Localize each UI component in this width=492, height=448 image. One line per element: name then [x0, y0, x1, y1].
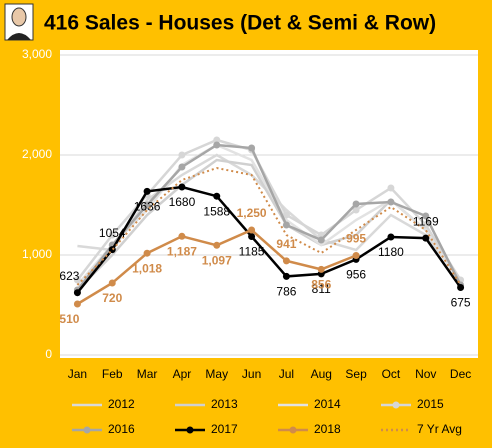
marker: [352, 252, 360, 259]
plot-area: [60, 50, 478, 358]
y-tick-label: 0: [45, 347, 52, 361]
y-tick-label: 1,000: [22, 247, 52, 261]
legend-label: 2015: [417, 397, 444, 411]
marker: [282, 221, 290, 229]
marker: [178, 183, 186, 191]
marker: [73, 289, 81, 297]
marker: [213, 136, 221, 144]
x-tick-label: Aug: [311, 367, 332, 381]
data-label: 1,018: [132, 261, 162, 275]
marker: [282, 211, 290, 219]
legend-marker: [289, 426, 297, 434]
marker: [178, 151, 186, 159]
data-label: 1180: [378, 245, 404, 259]
x-tick-label: Mar: [137, 367, 158, 381]
legend-marker: [186, 426, 194, 434]
marker: [248, 233, 256, 240]
series-line: [77, 153, 462, 281]
x-tick-label: Oct: [382, 367, 401, 381]
legend-label: 7 Yr Avg: [417, 422, 462, 436]
marker: [108, 279, 116, 287]
data-label: 1,250: [237, 206, 267, 220]
marker: [248, 226, 256, 234]
legend-label: 2018: [314, 422, 341, 436]
data-label: 1636: [134, 200, 161, 214]
x-tick-label: Dec: [450, 367, 471, 381]
portrait-icon: [4, 3, 34, 41]
marker: [73, 300, 81, 308]
data-label: 1185: [239, 245, 265, 259]
marker: [422, 221, 430, 229]
legend-label: 2016: [108, 422, 135, 436]
series-line: [76, 166, 462, 286]
data-label: 675: [451, 296, 471, 310]
legend-label: 2013: [211, 397, 238, 411]
data-label: 956: [346, 268, 366, 282]
x-tick-label: Jul: [279, 367, 294, 381]
legend-label: 2014: [314, 397, 341, 411]
marker: [178, 163, 186, 171]
y-tick-label: 2,000: [22, 147, 52, 161]
marker: [422, 234, 430, 242]
marker: [457, 284, 465, 291]
marker: [352, 206, 360, 214]
data-label: 720: [102, 291, 122, 305]
chart-title: 416 Sales - Houses (Det & Semi & Row): [44, 12, 436, 35]
data-label: 786: [276, 285, 296, 299]
marker: [387, 198, 395, 206]
marker: [108, 231, 116, 239]
data-label: 1169: [413, 214, 439, 228]
marker: [282, 257, 290, 265]
data-label: 856: [311, 278, 331, 292]
marker: [213, 141, 221, 149]
data-label: 1,187: [167, 244, 197, 258]
data-label: 995: [346, 232, 366, 246]
marker: [317, 236, 325, 244]
marker: [248, 144, 256, 152]
legend-marker: [392, 401, 400, 409]
data-label: 1588: [203, 204, 230, 218]
series-line: [76, 143, 462, 291]
x-tick-label: Feb: [102, 367, 123, 381]
marker: [352, 200, 360, 208]
marker: [73, 276, 81, 284]
marker: [387, 233, 395, 241]
marker: [178, 232, 186, 240]
x-tick-label: May: [205, 367, 228, 381]
marker: [422, 212, 430, 220]
x-tick-label: Nov: [415, 367, 436, 381]
x-tick-label: Apr: [173, 367, 192, 381]
series-line: [76, 185, 462, 294]
data-label: 623: [59, 269, 79, 283]
y-tick-label: 3,000: [22, 47, 52, 61]
legend-label: 2017: [211, 422, 238, 436]
marker: [387, 184, 395, 192]
data-label: 510: [59, 312, 79, 326]
x-tick-label: Sep: [345, 367, 367, 381]
data-label: 811: [312, 282, 331, 296]
marker: [108, 246, 116, 254]
data-label: 1680: [169, 195, 196, 209]
marker: [143, 249, 151, 257]
marker: [213, 192, 221, 200]
data-label: 1054: [99, 226, 126, 240]
marker: [143, 187, 151, 195]
marker: [282, 272, 290, 280]
legend-label: 2012: [108, 397, 135, 411]
marker: [213, 241, 221, 249]
x-tick-label: Jan: [68, 367, 87, 381]
x-tick-label: Jun: [242, 367, 261, 381]
data-label: 941: [276, 237, 296, 251]
data-label: 1,097: [202, 253, 232, 267]
marker: [317, 265, 325, 273]
legend-marker: [83, 426, 91, 434]
marker: [143, 201, 151, 209]
